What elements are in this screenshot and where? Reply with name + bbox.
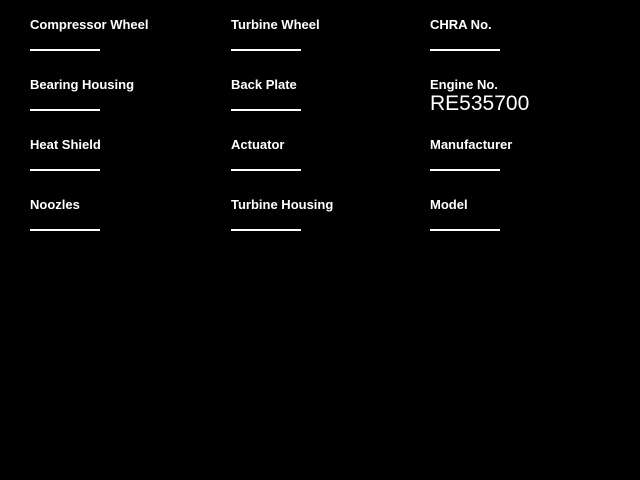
model-field: Model bbox=[430, 198, 620, 242]
heat-shield-label: Heat Shield bbox=[30, 137, 101, 152]
engine-no-value[interactable]: RE535700 bbox=[430, 92, 530, 115]
turbine-housing-label: Turbine Housing bbox=[231, 197, 334, 212]
heat-shield-input-line[interactable] bbox=[30, 169, 100, 171]
chra-no-label: CHRA No. bbox=[430, 17, 492, 32]
turbine-wheel-input-line[interactable] bbox=[231, 49, 301, 51]
model-input-line[interactable] bbox=[430, 229, 500, 231]
chra-no-field: CHRA No. bbox=[430, 18, 620, 62]
compressor-wheel-field: Compressor Wheel bbox=[30, 18, 220, 62]
bearing-housing-field: Bearing Housing bbox=[30, 78, 220, 122]
back-plate-label: Back Plate bbox=[231, 77, 297, 92]
compressor-wheel-label: Compressor Wheel bbox=[30, 17, 149, 32]
noozles-label: Noozles bbox=[30, 197, 80, 212]
turbine-housing-input-line[interactable] bbox=[231, 229, 301, 231]
model-label: Model bbox=[430, 197, 468, 212]
engine-no-label: Engine No. bbox=[430, 77, 498, 92]
noozles-input-line[interactable] bbox=[30, 229, 100, 231]
actuator-field: Actuator bbox=[231, 138, 421, 182]
manufacturer-label: Manufacturer bbox=[430, 137, 513, 152]
turbine-housing-field: Turbine Housing bbox=[231, 198, 421, 242]
bearing-housing-input-line[interactable] bbox=[30, 109, 100, 111]
back-plate-input-line[interactable] bbox=[231, 109, 301, 111]
bearing-housing-label: Bearing Housing bbox=[30, 77, 135, 92]
heat-shield-field: Heat Shield bbox=[30, 138, 220, 182]
manufacturer-field: Manufacturer bbox=[430, 138, 620, 182]
noozles-field: Noozles bbox=[30, 198, 220, 242]
actuator-input-line[interactable] bbox=[231, 169, 301, 171]
manufacturer-input-line[interactable] bbox=[430, 169, 500, 171]
chra-no-input-line[interactable] bbox=[430, 49, 500, 51]
engine-no-field: Engine No. RE535700 bbox=[430, 78, 620, 122]
turbine-wheel-field: Turbine Wheel bbox=[231, 18, 421, 62]
compressor-wheel-input-line[interactable] bbox=[30, 49, 100, 51]
back-plate-field: Back Plate bbox=[231, 78, 421, 122]
turbine-wheel-label: Turbine Wheel bbox=[231, 17, 320, 32]
actuator-label: Actuator bbox=[231, 137, 285, 152]
